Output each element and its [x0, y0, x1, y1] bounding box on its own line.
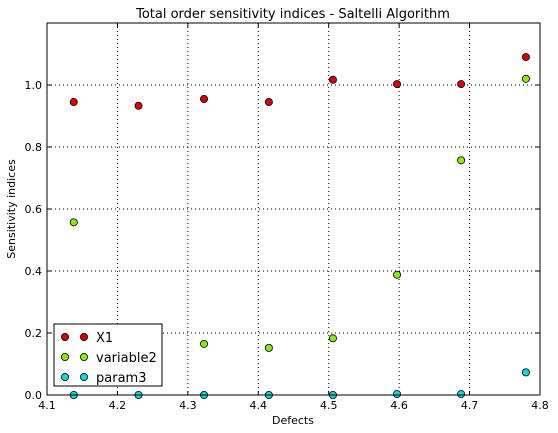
point-X1 [200, 94, 209, 103]
point-variable2 [264, 343, 273, 352]
legend-box [53, 323, 163, 387]
point-X1 [521, 53, 530, 62]
legend-marker [61, 332, 70, 341]
point-variable2 [521, 74, 530, 83]
point-X1 [69, 98, 78, 107]
point-variable2 [200, 339, 209, 348]
x-tick-label: 4.1 [38, 399, 56, 412]
point-variable2 [393, 270, 402, 279]
y-tick-label: 0.2 [25, 327, 43, 340]
legend-label: param3 [96, 371, 146, 386]
y-tick-label: 1.0 [25, 79, 43, 92]
plot-border [46, 22, 541, 396]
legend-label: X1 [96, 331, 113, 346]
x-axis-label: Defects [272, 414, 314, 427]
y-tick-label: 0.6 [25, 203, 43, 216]
legend-marker [80, 372, 89, 381]
x-tick-label: 4.7 [461, 399, 479, 412]
chart-title: Total order sensitivity indices - Saltel… [135, 7, 450, 22]
y-tick-label: 0.4 [25, 265, 43, 278]
x-tick-label: 4.8 [531, 399, 549, 412]
axis-ticks: 4.1 4.2 4.3 4.4 4.5 4.6 4.7 4.8 0.0 0.2 0.4 0.6 0.8 1… [25, 23, 549, 412]
legend-marker [80, 332, 89, 341]
point-param3 [457, 390, 466, 399]
x-tick-label: 4.6 [390, 399, 408, 412]
y-tick-label: 0.8 [25, 141, 43, 154]
point-X1 [134, 101, 143, 110]
x-tick-label: 4.4 [250, 399, 268, 412]
legend: X1 variable2 param3 [53, 323, 163, 387]
y-axis-label: Sensitivity indices [5, 159, 18, 259]
legend-marker [61, 372, 70, 381]
x-tick-label: 4.2 [109, 399, 127, 412]
x-tick-label: 4.5 [320, 399, 338, 412]
legend-label: variable2 [96, 351, 157, 366]
point-variable2 [457, 156, 466, 165]
y-tick-label: 0.0 [25, 389, 43, 402]
point-X1 [328, 75, 337, 84]
point-param3 [393, 390, 402, 399]
point-param3 [521, 368, 530, 377]
point-X1 [457, 80, 466, 89]
data-points [69, 53, 530, 399]
point-X1 [393, 80, 402, 89]
legend-marker [61, 352, 70, 361]
point-X1 [264, 98, 273, 107]
point-variable2 [69, 218, 78, 227]
legend-marker [80, 352, 89, 361]
x-tick-label: 4.3 [179, 399, 197, 412]
point-variable2 [328, 334, 337, 343]
